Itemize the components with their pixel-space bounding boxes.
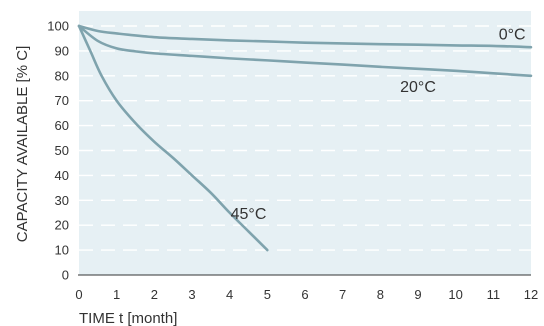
series-line-2 [77, 24, 269, 252]
y-tick-label: 60 [55, 118, 69, 133]
series-label-2: 45°C [231, 206, 267, 223]
x-tick-label: 4 [226, 287, 233, 302]
y-tick-label: 100 [47, 19, 69, 34]
x-tick-label: 12 [524, 287, 538, 302]
y-tick-label: 0 [62, 268, 69, 283]
x-tick-label: 10 [448, 287, 462, 302]
series-line-0 [77, 24, 533, 49]
x-tick-label: 6 [301, 287, 308, 302]
x-tick-label: 8 [377, 287, 384, 302]
x-tick-label: 11 [487, 287, 501, 302]
y-tick-label: 90 [55, 43, 69, 58]
y-tick-label: 70 [55, 93, 69, 108]
y-tick-labels: 0 10 20 30 40 50 60 70 80 90 100 [47, 19, 69, 283]
x-tick-labels: 0 1 2 3 4 5 6 7 8 9 10 11 12 [75, 287, 538, 302]
y-tick-label: 80 [55, 68, 69, 83]
grid-lines [79, 25, 531, 251]
series-label-1: 20°C [400, 79, 436, 96]
x-tick-label: 9 [414, 287, 421, 302]
x-tick-label: 3 [188, 287, 195, 302]
series-group [77, 24, 533, 252]
series-label-0: 0°C [499, 27, 526, 44]
x-axis-label: TIME t [month] [79, 310, 177, 326]
y-tick-label: 40 [55, 168, 69, 183]
x-tick-label: 2 [151, 287, 158, 302]
y-axis-label: CAPACITY AVAILABLE [% C] [14, 46, 31, 242]
y-tick-label: 30 [55, 193, 69, 208]
x-tick-label: 7 [339, 287, 346, 302]
y-tick-label: 20 [55, 218, 69, 233]
x-tick-label: 1 [113, 287, 120, 302]
y-tick-label: 10 [55, 243, 69, 258]
x-tick-label: 5 [264, 287, 271, 302]
x-tick-label: 0 [75, 287, 82, 302]
series-labels: 0°C 20°C 45°C [231, 27, 526, 223]
series-line-1 [77, 24, 533, 78]
y-tick-label: 50 [55, 143, 69, 158]
